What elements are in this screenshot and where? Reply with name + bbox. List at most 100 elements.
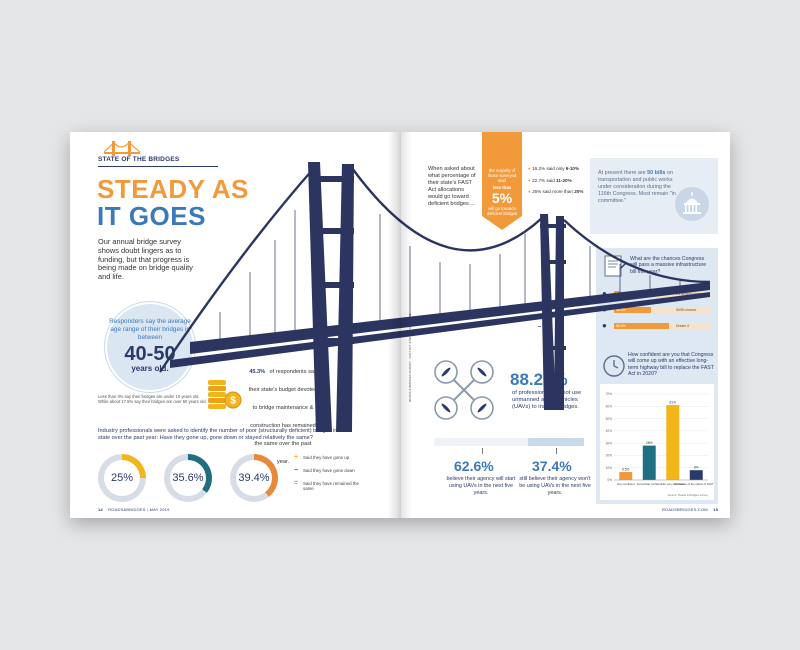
will-tick bbox=[482, 448, 483, 454]
allocation-stat-text: 22.7% said bbox=[532, 177, 557, 183]
budget-pct: 45.3% bbox=[249, 369, 266, 375]
congress-bar-label: It's going to happen bbox=[676, 292, 706, 296]
wont-tick bbox=[556, 448, 557, 454]
congress-bar-pct: 56.0% bbox=[616, 324, 626, 328]
y-tick-label: 60% bbox=[606, 404, 613, 408]
bar-value-label: 28% bbox=[646, 441, 653, 445]
ring-legend: + Said they have gone up − Said they have g… bbox=[294, 454, 364, 502]
congress-bar-fill bbox=[614, 323, 669, 329]
coin-stack-icon: $ bbox=[208, 380, 242, 409]
headline-line-1: STEADY AS bbox=[97, 174, 249, 204]
bills-text: At present there are 50 bills on transpo… bbox=[598, 170, 678, 205]
confidence-bar bbox=[689, 470, 703, 480]
left-footer-text: ROADS&BRIDGES / MAY 2019 bbox=[108, 507, 170, 512]
confidence-question: How confident are you that Congress will… bbox=[628, 352, 714, 378]
ring-chart-label: 35.6% bbox=[170, 460, 206, 496]
allocation-stat: ● 22.7% said 11-20% bbox=[528, 178, 590, 184]
ring-chart-2: 35.6% bbox=[164, 454, 212, 502]
uav-wont-pct: 37.4% bbox=[532, 458, 572, 474]
person-icon: ● bbox=[602, 289, 607, 298]
congress-bar-label: 50/50 chance bbox=[676, 308, 697, 312]
clock-icon bbox=[603, 355, 625, 377]
allocation-stat: ● 25% said more than 20% bbox=[528, 189, 590, 195]
headline-line-2: IT GOES bbox=[97, 201, 206, 231]
bullet-icon: ● bbox=[528, 177, 533, 183]
legend-label: Said they have remained the same bbox=[303, 481, 359, 492]
arrow-bottom-text: will go towards deficient bridges bbox=[486, 206, 518, 216]
deficient-bridges-question: Industry professionals were asked to ide… bbox=[98, 428, 350, 441]
age-note: Less than 3% say their bridges are under… bbox=[98, 394, 207, 405]
arrow-big-value: 5% bbox=[491, 190, 513, 206]
allocation-stat-range: 20% bbox=[574, 189, 584, 195]
uav-split-bar bbox=[434, 438, 584, 446]
age-lead-text: Responders say the average age range of … bbox=[109, 318, 191, 341]
bills-text-post: on transportation and public works under… bbox=[598, 170, 676, 204]
ring-charts: 25% 35.6% 39.4% bbox=[98, 452, 328, 504]
capitol-icon bbox=[675, 187, 709, 221]
person-icon: ● bbox=[602, 321, 607, 330]
uav-wont-segment bbox=[527, 438, 584, 446]
svg-text:$: $ bbox=[230, 396, 236, 407]
allocation-arrow: the majority of those surveyed said less… bbox=[482, 132, 522, 232]
legend-label: Said they have gone up bbox=[303, 455, 350, 460]
y-tick-label: 70% bbox=[606, 392, 613, 396]
ring-chart-3: 39.4% bbox=[230, 454, 278, 502]
drone-icons bbox=[434, 360, 494, 420]
right-folio: 15 bbox=[713, 507, 718, 512]
suspension-bridge-illustration bbox=[159, 162, 711, 432]
intro-paragraph: Our annual bridge survey shows doubt lin… bbox=[98, 237, 193, 282]
age-range-value: 40-50 bbox=[124, 343, 176, 365]
uav-will-segment bbox=[434, 438, 528, 446]
allocation-stat: ● 16.2% said only 6-10% bbox=[528, 166, 590, 172]
uav-will-pct: 62.6% bbox=[454, 458, 494, 474]
age-range-unit: years old. bbox=[131, 364, 169, 373]
category-label: Somewhat confident bbox=[637, 482, 663, 486]
category-label: Not very confident bbox=[661, 482, 684, 486]
bills-callout: At present there are 50 bills on transpo… bbox=[590, 158, 718, 234]
arrow-top-text: the majority of those surveyed said bbox=[487, 168, 517, 183]
budget-stat: 45.3% of respondents say their state's b… bbox=[248, 360, 318, 468]
age-range-callout: Responders say the average age range of … bbox=[105, 302, 195, 392]
allocation-stat-range: 11-20% bbox=[556, 177, 572, 183]
legend-symbol: = bbox=[294, 480, 299, 487]
confidence-bar-chart: 0% 10% 20% 30% 40% 50% 60% 70% 6.5% Very confiden… bbox=[606, 392, 719, 497]
right-footer: ROADSBRIDGES.COM 15 bbox=[662, 507, 718, 512]
category-label: Very confident bbox=[617, 482, 635, 486]
section-label: STATE OF THE BRIDGES bbox=[98, 156, 180, 163]
bridge-logo-icon bbox=[104, 140, 140, 156]
left-footer: 14 ROADS&BRIDGES / MAY 2019 bbox=[98, 507, 170, 512]
y-tick-label: 40% bbox=[606, 429, 613, 433]
y-tick-label: 0% bbox=[607, 478, 612, 482]
y-tick-label: 50% bbox=[606, 417, 613, 421]
document-pen-icon bbox=[604, 255, 627, 277]
ring-chart-1: 25% bbox=[98, 454, 146, 502]
bar-value-label: 6.5% bbox=[622, 468, 629, 472]
confidence-bar bbox=[619, 472, 633, 480]
bar-value-label: 8% bbox=[694, 466, 699, 470]
uav-wont-text: still believe their agency won't be usin… bbox=[519, 476, 591, 496]
congress-bar-label: Dream it bbox=[676, 324, 689, 328]
magazine-spread: STATE OF THE BRIDGES STEADY AS IT GOES O… bbox=[70, 132, 730, 518]
bills-text-pre: At present there are bbox=[598, 170, 648, 176]
bullet-icon: ● bbox=[528, 189, 533, 195]
confidence-chart-panel: 0% 10% 20% 30% 40% 50% 60% 70% 6.5% Very confiden… bbox=[600, 384, 719, 500]
confidence-bar bbox=[642, 445, 656, 480]
confidence-bar bbox=[666, 405, 680, 480]
budget-text: of respondents say their state's budget … bbox=[248, 369, 318, 465]
y-tick-label: 10% bbox=[606, 466, 613, 470]
legend-symbol: + bbox=[294, 454, 299, 461]
allocation-stats: ● 16.2% said only 6-10% ● 22.7% said 11-2… bbox=[528, 166, 590, 201]
allocation-stat-range: 6-10% bbox=[565, 166, 580, 171]
section-divider bbox=[98, 166, 218, 167]
ring-chart-label: 25% bbox=[104, 460, 140, 496]
left-folio: 14 bbox=[98, 507, 103, 512]
y-tick-label: 20% bbox=[606, 454, 613, 458]
allocation-stat-text: 25% said more than bbox=[532, 189, 575, 195]
legend-label: Said they have gone down bbox=[303, 468, 355, 473]
bar-value-label: 61% bbox=[670, 401, 677, 405]
uav-will-text: believe their agency will start using UA… bbox=[446, 476, 516, 496]
allocation-question: When asked about what percentage of thei… bbox=[428, 166, 476, 207]
bullet-icon: ● bbox=[528, 166, 533, 171]
legend-symbol: − bbox=[294, 467, 299, 474]
congress-bar-track bbox=[614, 307, 712, 313]
